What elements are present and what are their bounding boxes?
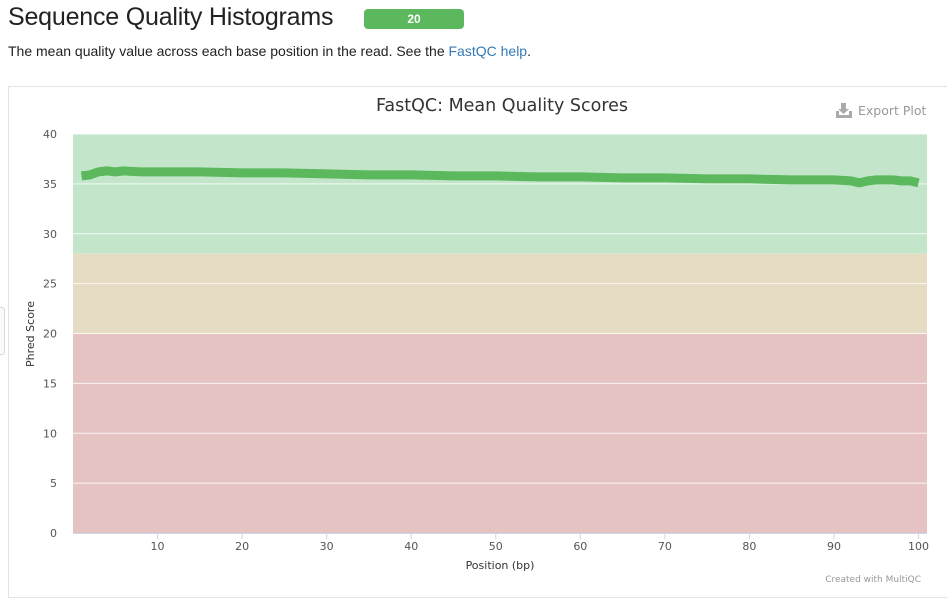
y-tick-label: 5	[50, 477, 57, 490]
x-tick-label: 40	[404, 540, 418, 553]
y-tick-label: 40	[43, 128, 57, 141]
x-tick-label: 100	[908, 540, 929, 553]
x-tick-label: 70	[658, 540, 672, 553]
x-tick-label: 90	[827, 540, 841, 553]
y-tick-label: 30	[43, 228, 57, 241]
section-description: The mean quality value across each base …	[8, 43, 531, 59]
status-badge: 20	[364, 9, 464, 29]
side-panel-toggle[interactable]	[0, 307, 5, 355]
y-tick-label: 0	[50, 527, 57, 540]
chart-title: FastQC: Mean Quality Scores	[376, 96, 628, 116]
y-tick-label: 15	[43, 377, 57, 390]
y-tick-label: 20	[43, 328, 57, 341]
x-tick-label: 80	[742, 540, 756, 553]
description-suffix: .	[527, 43, 531, 59]
axes: 0 5 10 15 20 25 30 35 40 10 20 30 40 50 60 70 80 90 100	[43, 128, 929, 553]
series-layer	[80, 166, 920, 188]
export-plot-label: Export Plot	[858, 103, 927, 118]
y-tick-label: 25	[43, 278, 57, 291]
x-tick-label: 30	[320, 540, 334, 553]
description-text: The mean quality value across each base …	[8, 43, 449, 59]
x-tick-label: 10	[151, 540, 165, 553]
x-tick-label: 20	[235, 540, 249, 553]
x-tick-label: 60	[573, 540, 587, 553]
page-title: Sequence Quality Histograms	[8, 3, 334, 31]
multiqc-credit: Created with MultiQC	[825, 575, 921, 585]
y-axis-label: Phred Score	[24, 301, 37, 367]
y-tick-label: 10	[43, 427, 57, 440]
grid-lines	[73, 133, 927, 484]
x-axis-label: Position (bp)	[466, 559, 535, 572]
series-line-0	[80, 166, 920, 188]
fastqc-help-link[interactable]: FastQC help	[448, 43, 528, 59]
quality-band-0	[73, 134, 927, 254]
quality-band-1	[73, 253, 927, 334]
export-plot-button[interactable]: Export Plot	[836, 103, 927, 118]
x-tick-label: 50	[489, 540, 503, 553]
download-icon	[836, 103, 852, 118]
y-tick-label: 35	[43, 178, 57, 191]
